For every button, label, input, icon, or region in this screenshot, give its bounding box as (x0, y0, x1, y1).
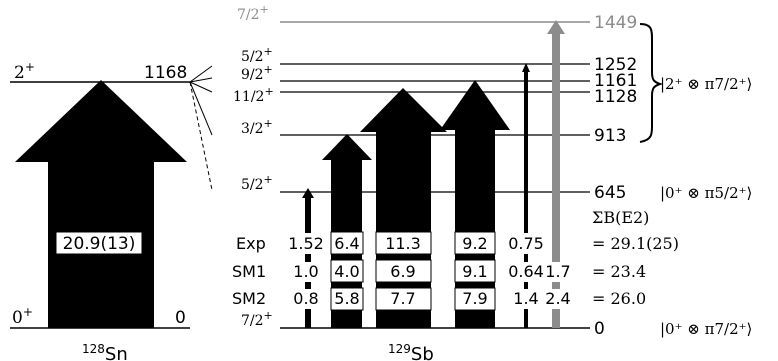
row-label-sm1: SM1 (232, 262, 266, 281)
sb-energy-1449: 1449 (594, 13, 637, 33)
sm1-value-1128: 6.9 (390, 262, 415, 281)
sb-spin-913: 3/2+ (241, 117, 273, 137)
sb-spin-1252: 5/2+ (241, 45, 273, 65)
sm2-value-1449: 2.4 (545, 289, 570, 308)
be2-table: ΣB(E2) Exp SM1 SM2 1.52 6.4 11.3 9.2 0.7… (232, 208, 679, 311)
sm1-value-1252: 0.64 (508, 262, 544, 281)
config-645: |0⁺ ⊗ π5/2⁺⟩ (660, 184, 752, 202)
sm2-value-1128: 7.7 (390, 289, 415, 308)
sn-nucleus-label: 128Sn (82, 342, 128, 361)
sb-nucleus-label: 129Sb (388, 342, 434, 361)
connector-to-3-2-913 (189, 81, 213, 136)
connector-to-5-2-1252 (189, 65, 213, 83)
sb-energy-0: 0 (594, 319, 605, 339)
connector-to-9-2-1161 (189, 77, 213, 83)
connector-to-11-2-1128 (189, 81, 213, 93)
sb-energy-1252: 1252 (594, 55, 637, 75)
exp-box-1128 (375, 231, 432, 255)
exp-value-1161: 9.2 (462, 234, 487, 253)
sb-spin-1449: 7/2+ (237, 3, 269, 23)
sn-excited-spin: 2+ (14, 60, 35, 83)
sm2-box-913 (330, 287, 364, 311)
sn-ground-spin: 0+ (12, 305, 33, 328)
sm1-value-1161: 9.1 (462, 262, 487, 281)
multiplet-connectors (189, 65, 213, 191)
sb-energy-645: 645 (594, 183, 626, 203)
sb-spin-0: 7/2+ (241, 309, 273, 329)
sum-header: ΣB(E2) (592, 208, 649, 227)
exp-value-913: 6.4 (334, 234, 359, 253)
row-label-sm2: SM2 (232, 289, 266, 308)
sb-spin-645: 5/2+ (241, 173, 273, 193)
sb-spin-1128: 11/2+ (233, 85, 274, 105)
sm2-value-1161: 7.9 (462, 289, 487, 308)
sb129-spin-labels: 7/2+ 5/2+ 9/2+ 11/2+ 3/2+ 5/2+ 7/2+ (233, 3, 274, 329)
sb-energy-913: 913 (594, 126, 626, 146)
row-label-exp: Exp (236, 234, 266, 253)
config-ground: |0⁺ ⊗ π7/2⁺⟩ (660, 320, 752, 338)
exp-value-1128: 11.3 (385, 234, 421, 253)
sn-transition-arrow (15, 80, 187, 328)
sm1-value-1449: 1.7 (545, 262, 570, 281)
config-multiplet: |2⁺ ⊗ π7/2⁺⟩ (660, 75, 752, 93)
sn-excited-energy: 1168 (144, 63, 187, 83)
sm2-sum: = 26.0 (592, 289, 646, 308)
exp-value-645: 1.52 (288, 234, 324, 253)
exp-box-913 (330, 231, 364, 255)
sm1-sum: = 23.4 (592, 262, 646, 281)
sm1-value-645: 1.0 (293, 262, 318, 281)
sb129-energy-labels: 1449 1252 1161 1128 913 645 0 (594, 13, 637, 339)
sb-spin-1161: 9/2+ (241, 63, 273, 83)
sm2-box-1128 (375, 287, 432, 311)
sn-value-box (55, 231, 143, 255)
sm1-value-913: 4.0 (334, 262, 359, 281)
sm1-box-913 (330, 259, 364, 283)
sm2-value-645: 0.8 (293, 289, 318, 308)
sm2-value-1252: 1.4 (513, 289, 538, 308)
sb-energy-1128: 1128 (594, 87, 637, 107)
sm2-box-1161 (454, 287, 496, 311)
multiplet-brace (639, 23, 664, 143)
sm1-box-1128 (375, 259, 432, 283)
exp-sum: = 29.1(25) (592, 234, 679, 253)
exp-value-1252: 0.75 (508, 234, 544, 253)
sn-ground-energy: 0 (175, 308, 186, 328)
sb129-levels (280, 21, 590, 329)
sn128-panel: 2+ 1168 0+ 0 20.9(13) 128Sn (10, 60, 190, 361)
connector-to-5-2-645 (189, 81, 213, 191)
sb-energy-1161: 1161 (594, 71, 637, 91)
sn-arrow-value: 20.9(13) (63, 234, 136, 254)
sm2-value-913: 5.8 (334, 289, 359, 308)
exp-box-1161 (454, 231, 496, 255)
arrow-to-1252 (522, 63, 530, 328)
arrow-to-1449 (547, 20, 565, 328)
sm1-box-1161 (454, 259, 496, 283)
